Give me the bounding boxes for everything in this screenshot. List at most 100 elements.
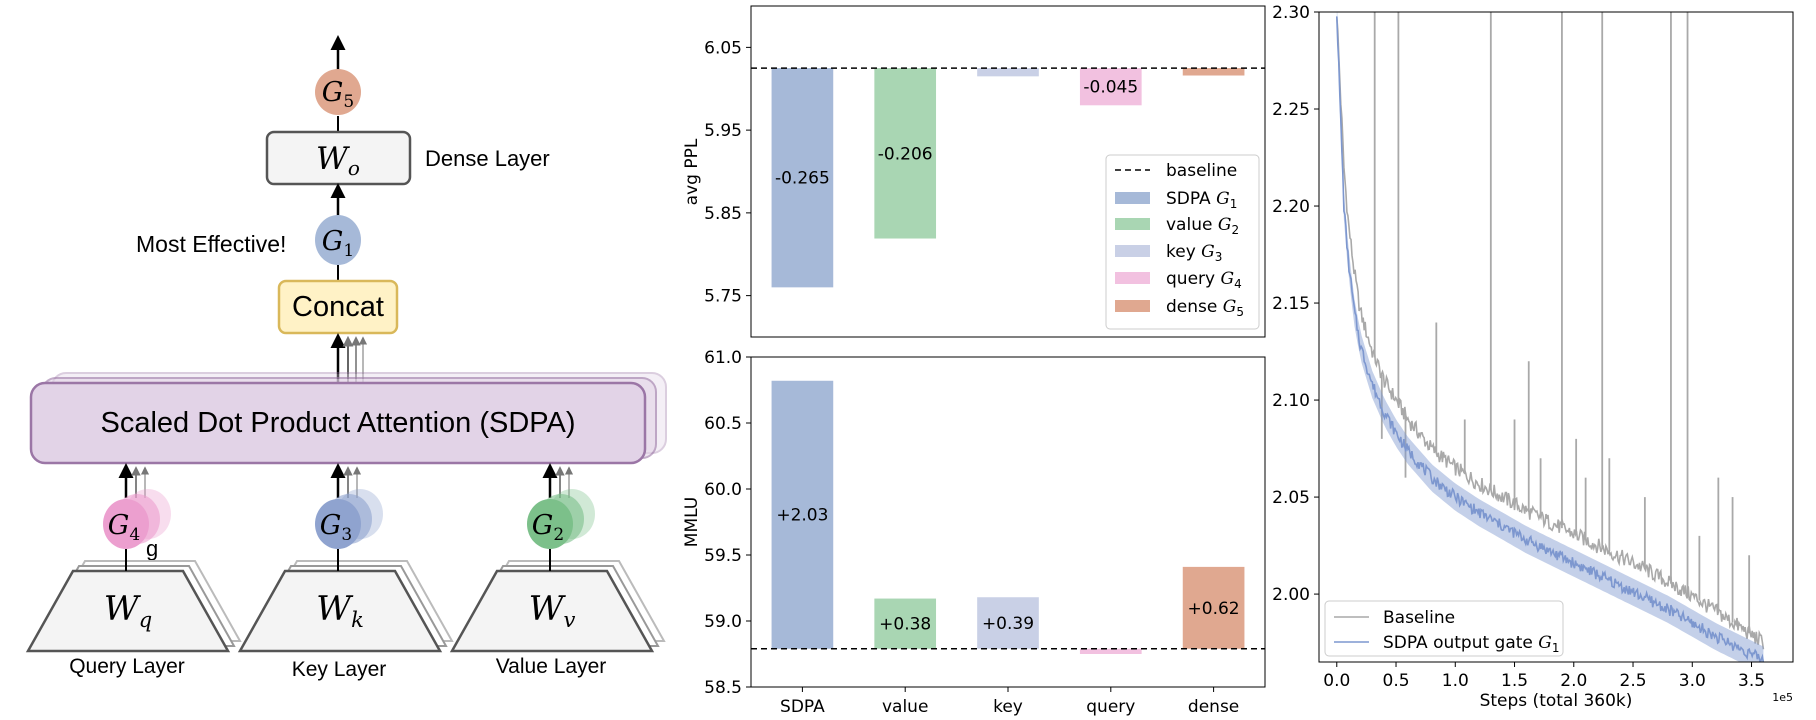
ppl-bar-label-value: -0.206 <box>878 144 933 164</box>
wq-trapezoid <box>25 569 231 653</box>
loss-xtick-label-6: 3.0 <box>1679 671 1706 691</box>
loss-line-chart: 2.00 2.05 2.10 2.15 2.20 2.25 2.30 0.0 0.5 1.0 1.… <box>1272 3 1794 711</box>
value-layer-label: Value Layer <box>496 655 607 678</box>
legend-swatch-key <box>1115 245 1150 257</box>
gate-g4-node <box>103 499 149 549</box>
ppl-bar-query <box>1079 68 1142 106</box>
ppl-bar-label-query: -0.045 <box>1083 78 1138 98</box>
mmlu-ytick-label-5: 61.0 <box>704 348 742 368</box>
wq-label: Wq <box>104 589 152 632</box>
loss-xtick-label-1: 0.5 <box>1383 671 1410 691</box>
gate-g3-node <box>315 499 361 549</box>
mmlu-bar-labels: +2.03 +0.38 +0.39 +0.62 <box>776 506 1239 635</box>
loss-x-exponent: 1e5 <box>1772 691 1793 704</box>
mmlu-bar-label-dense: +0.62 <box>1188 599 1240 619</box>
ppl-bar-dense <box>1182 68 1245 76</box>
mmlu-xtick-label-sdpa: SDPA <box>780 697 825 717</box>
mmlu-bar-dense <box>1182 566 1245 649</box>
gate-g4-label: G4 <box>108 510 140 545</box>
loss-xtick-label-3: 1.5 <box>1501 671 1528 691</box>
dense-layer-label: Dense Layer <box>425 146 550 171</box>
ppl-legend: baseline SDPA G1 value G2 key G3 query G… <box>1105 154 1260 330</box>
loss-ytick-label-5: 2.25 <box>1272 100 1310 120</box>
gate-g5-label: G5 <box>322 77 354 112</box>
ppl-ytick-label-2: 5.95 <box>704 121 742 141</box>
legend-entry-query: query G4 <box>1166 269 1242 291</box>
ppl-bar-labels: -0.265 -0.206 -0.045 <box>775 78 1138 189</box>
loss-x-axis-label: Steps (total 360k) <box>1480 691 1633 711</box>
mmlu-ytick-label-1: 59.0 <box>704 612 742 632</box>
wk-label: Wk <box>316 589 364 632</box>
mmlu-y-axis: 58.5 59.0 59.5 60.0 60.5 61.0 <box>704 348 751 698</box>
loss-xtick-label-5: 2.5 <box>1620 671 1647 691</box>
sdpa-label: Scaled Dot Product Attention (SDPA) <box>101 407 576 439</box>
legend-entry-sdpa: SDPA G1 <box>1166 189 1237 211</box>
legend-swatch-value <box>1115 218 1150 230</box>
gate-g3-label: G3 <box>320 510 352 545</box>
mmlu-xtick-label-query: query <box>1086 697 1135 717</box>
mmlu-xtick-label-key: key <box>993 697 1023 717</box>
ppl-bar-label-sdpa: -0.265 <box>775 169 830 189</box>
legend-swatch-sdpa <box>1115 192 1150 204</box>
legend-entry-value: value G2 <box>1166 215 1239 237</box>
mmlu-bar-label-key: +0.39 <box>982 614 1034 634</box>
mmlu-bars <box>771 380 1245 654</box>
wo-label: Wo <box>316 141 360 180</box>
mmlu-bar-key <box>977 597 1039 649</box>
ppl-bar-sdpa <box>771 68 834 288</box>
loss-legend-frame <box>1324 600 1564 657</box>
series-line-sdpa-gate <box>1336 16 1765 662</box>
legend-entry-key: key G3 <box>1166 242 1222 264</box>
key-branch: G3 Wk Key Layer <box>237 463 454 681</box>
mmlu-y-axis-label: MMLU <box>682 497 702 547</box>
gate-g2-label: G2 <box>532 510 564 545</box>
concat-label: Concat <box>292 291 384 323</box>
series-band-sdpa-gate <box>1336 12 1764 662</box>
loss-ytick-label-0: 2.00 <box>1272 585 1310 605</box>
ppl-bar-value <box>874 68 937 239</box>
attention-gating-diagram: G5 Wo Dense Layer G1 Most Effective! Con… <box>25 35 667 681</box>
ppl-ytick-label-1: 5.85 <box>704 204 742 224</box>
ppl-bars <box>771 68 1245 288</box>
loss-y-axis: 2.00 2.05 2.10 2.15 2.20 2.25 2.30 <box>1272 3 1319 605</box>
query-branch: G4 g Wq Query Layer <box>25 463 242 678</box>
legend-swatch-query <box>1115 272 1150 284</box>
gate-g5-node <box>315 69 361 115</box>
mmlu-ytick-label-4: 60.5 <box>704 414 742 434</box>
ppl-plot-frame <box>750 5 1266 338</box>
loss-ytick-label-6: 2.30 <box>1272 3 1310 23</box>
mmlu-bar-sdpa <box>771 380 834 649</box>
loss-xtick-label-0: 0.0 <box>1323 671 1350 691</box>
legend-entry-dense: dense G5 <box>1166 297 1244 319</box>
legend-entry-sdpa-gate-curve: SDPA output gate G1 <box>1383 633 1560 655</box>
loss-x-axis: 0.0 0.5 1.0 1.5 2.0 2.5 3.0 3.5 <box>1323 662 1765 691</box>
ppl-ytick-label-3: 6.05 <box>704 38 742 58</box>
wv-label: Wv <box>529 589 576 632</box>
loss-plot-frame <box>1318 11 1794 663</box>
legend-entry-baseline: baseline <box>1166 161 1237 181</box>
loss-xtick-label-7: 3.5 <box>1738 671 1765 691</box>
series-spikes-baseline <box>1373 12 1751 634</box>
stray-g-label: g <box>146 536 158 561</box>
legend-entry-baseline-curve: Baseline <box>1383 608 1455 628</box>
loss-xtick-label-4: 2.0 <box>1560 671 1587 691</box>
query-layer-label: Query Layer <box>69 655 185 678</box>
mmlu-x-axis: SDPA value key query dense <box>780 687 1239 717</box>
mmlu-bar-query <box>1079 648 1142 654</box>
loss-xtick-label-2: 1.0 <box>1442 671 1469 691</box>
mmlu-ytick-label-2: 59.5 <box>704 546 742 566</box>
wk-trapezoid <box>237 569 443 653</box>
most-effective-label: Most Effective! <box>136 231 286 257</box>
wv-trapezoid <box>449 569 655 653</box>
loss-ytick-label-4: 2.20 <box>1272 197 1310 217</box>
ppl-y-axis: 5.75 5.85 5.95 6.05 <box>704 38 751 307</box>
gate-g1-node <box>315 215 361 265</box>
ppl-ytick-label-0: 5.75 <box>704 287 742 307</box>
mmlu-bar-chart: +2.03 +0.38 +0.39 +0.62 58.5 59.0 59.5 60.0 60.… <box>682 348 1266 717</box>
series-line-baseline <box>1336 16 1765 650</box>
mmlu-bar-label-value: +0.38 <box>879 615 931 635</box>
mmlu-bar-value <box>874 598 937 649</box>
key-layer-label: Key Layer <box>292 658 387 681</box>
loss-ytick-label-1: 2.05 <box>1272 488 1310 508</box>
